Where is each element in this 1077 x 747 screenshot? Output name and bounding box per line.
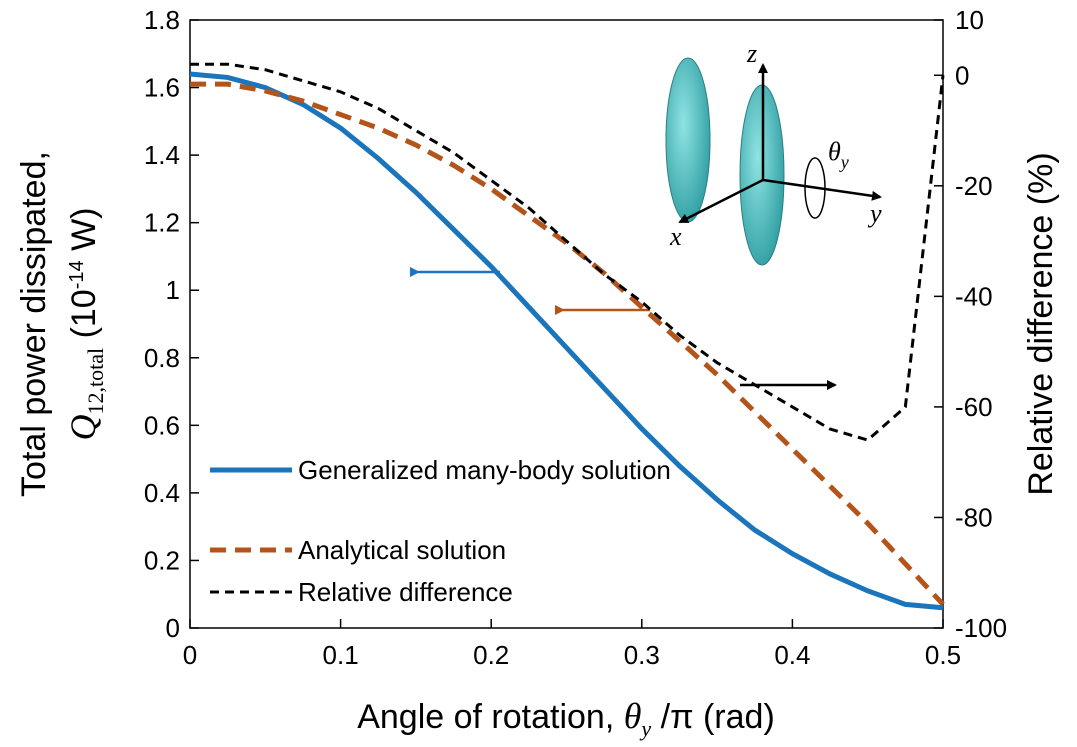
legend-label: Analytical solution [298, 535, 506, 565]
y-tick-label: 1.2 [144, 208, 180, 238]
legend: Generalized many-body solution Analytical… [210, 455, 671, 607]
y-axis-label: Total power dissipated, [15, 151, 53, 497]
y-tick-label: 0 [166, 613, 180, 643]
y2-tick-label: 0 [955, 60, 969, 90]
y2-tick-label: -80 [955, 502, 993, 532]
y-tick-label: 1 [166, 275, 180, 305]
y-axis-label-2: Q12,total (10-14 W) [63, 208, 108, 441]
y-tick-label: 0.6 [144, 410, 180, 440]
inset-diagram: z x y θy [666, 39, 882, 265]
legend-label: Relative difference [298, 577, 513, 607]
x-tick-label: 0.2 [473, 640, 509, 670]
x-tick-label: 0.1 [323, 640, 359, 670]
y2-tick-label: -60 [955, 392, 993, 422]
y-tick-label: 0.8 [144, 343, 180, 373]
y2-tick-label: -100 [955, 613, 1007, 643]
chart: z x y θy Total power dissipated, Q12,tot… [0, 0, 1077, 747]
x-tick-label: 0.3 [624, 640, 660, 670]
y2-tick-label: -40 [955, 281, 993, 311]
x-axis-label: Angle of rotation, θy /π (rad) [357, 696, 775, 741]
x-tick-label: 0.5 [925, 640, 961, 670]
series-line [190, 64, 943, 440]
inset-label: y [867, 199, 882, 228]
inset-label: x [669, 222, 682, 251]
y2-tick-label: -20 [955, 171, 993, 201]
y-tick-label: 1.8 [144, 5, 180, 35]
y-tick-label: 1.6 [144, 73, 180, 103]
x-tick-label: 0 [183, 640, 197, 670]
y2-tick-label: 10 [955, 5, 984, 35]
inset-label: θy [828, 137, 849, 172]
inset-label: z [746, 39, 757, 68]
y-tick-label: 0.4 [144, 478, 180, 508]
y-tick-label: 0.2 [144, 545, 180, 575]
y-tick-label: 1.4 [144, 140, 180, 170]
y2-axis-label: Relative difference (%) [1022, 152, 1060, 495]
x-tick-label: 0.4 [774, 640, 810, 670]
legend-label: Generalized many-body solution [298, 455, 671, 485]
